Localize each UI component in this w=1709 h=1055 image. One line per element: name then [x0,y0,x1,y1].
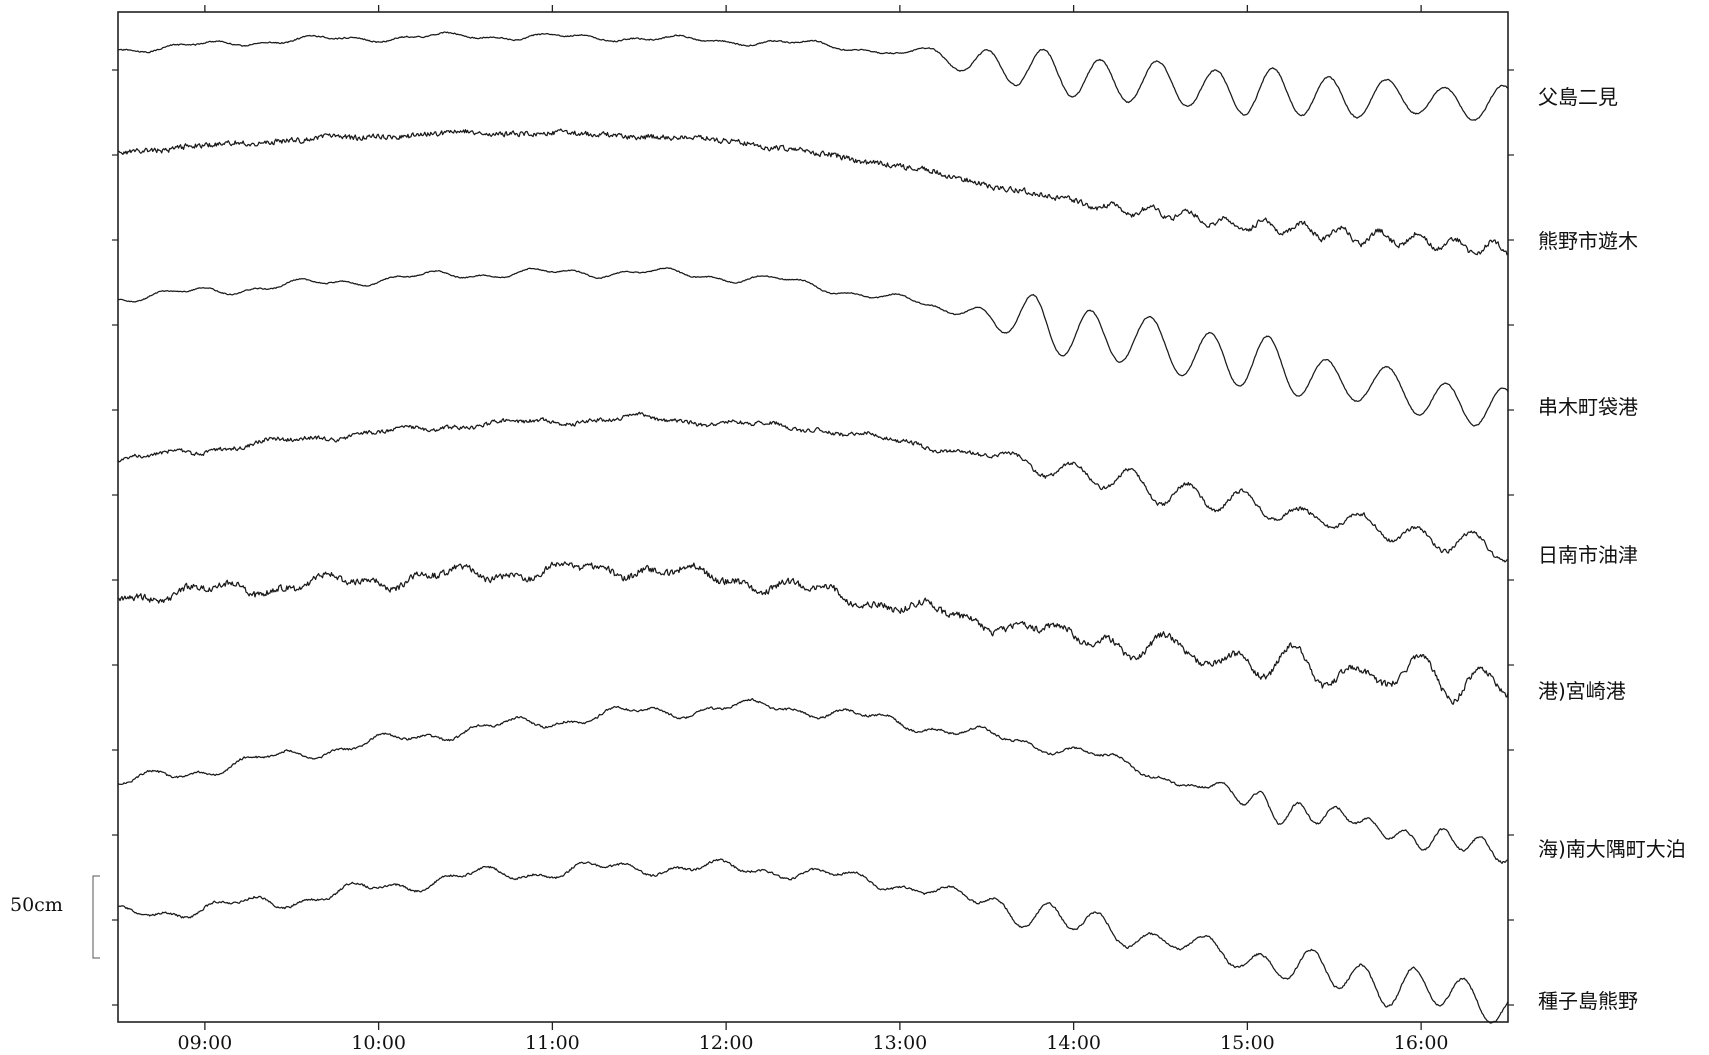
x-tick-labels: 09:00 10:00 11:00 12:00 13:00 14:00 15:00 16:00 [177,1032,1448,1054]
station-label: 種子島熊野 [1538,989,1638,1013]
trace-line [117,267,1509,427]
x-tick-label: 12:00 [699,1032,754,1054]
trace-line [117,411,1509,563]
plot-frame [117,11,1509,1023]
x-tick-label: 16:00 [1394,1032,1449,1054]
trace-line [117,128,1509,256]
trace-line [117,561,1509,705]
x-tick-label: 11:00 [525,1032,580,1054]
scale-bar: 50cm [10,875,100,959]
scale-bar-label: 50cm [10,894,63,916]
x-tick-label: 15:00 [1220,1032,1275,1054]
trace-line [117,697,1509,864]
station-label: 港)宮崎港 [1538,679,1626,703]
station-label: 日南市油津 [1538,543,1638,567]
scale-bar-bracket [92,875,100,959]
station-label: 串木町袋港 [1538,395,1638,419]
station-label: 父島二見 [1538,85,1618,109]
x-tick-label: 14:00 [1046,1032,1101,1054]
x-tick-label: 09:00 [177,1032,232,1054]
trace-line [117,858,1509,1024]
x-tick-label: 10:00 [351,1032,406,1054]
axis-ticks [112,5,1514,1030]
station-label: 熊野市遊木 [1538,229,1638,253]
traces [117,31,1509,1024]
x-tick-label: 13:00 [872,1032,927,1054]
trace-line [117,31,1509,121]
station-label: 海)南大隅町大泊 [1538,837,1686,861]
